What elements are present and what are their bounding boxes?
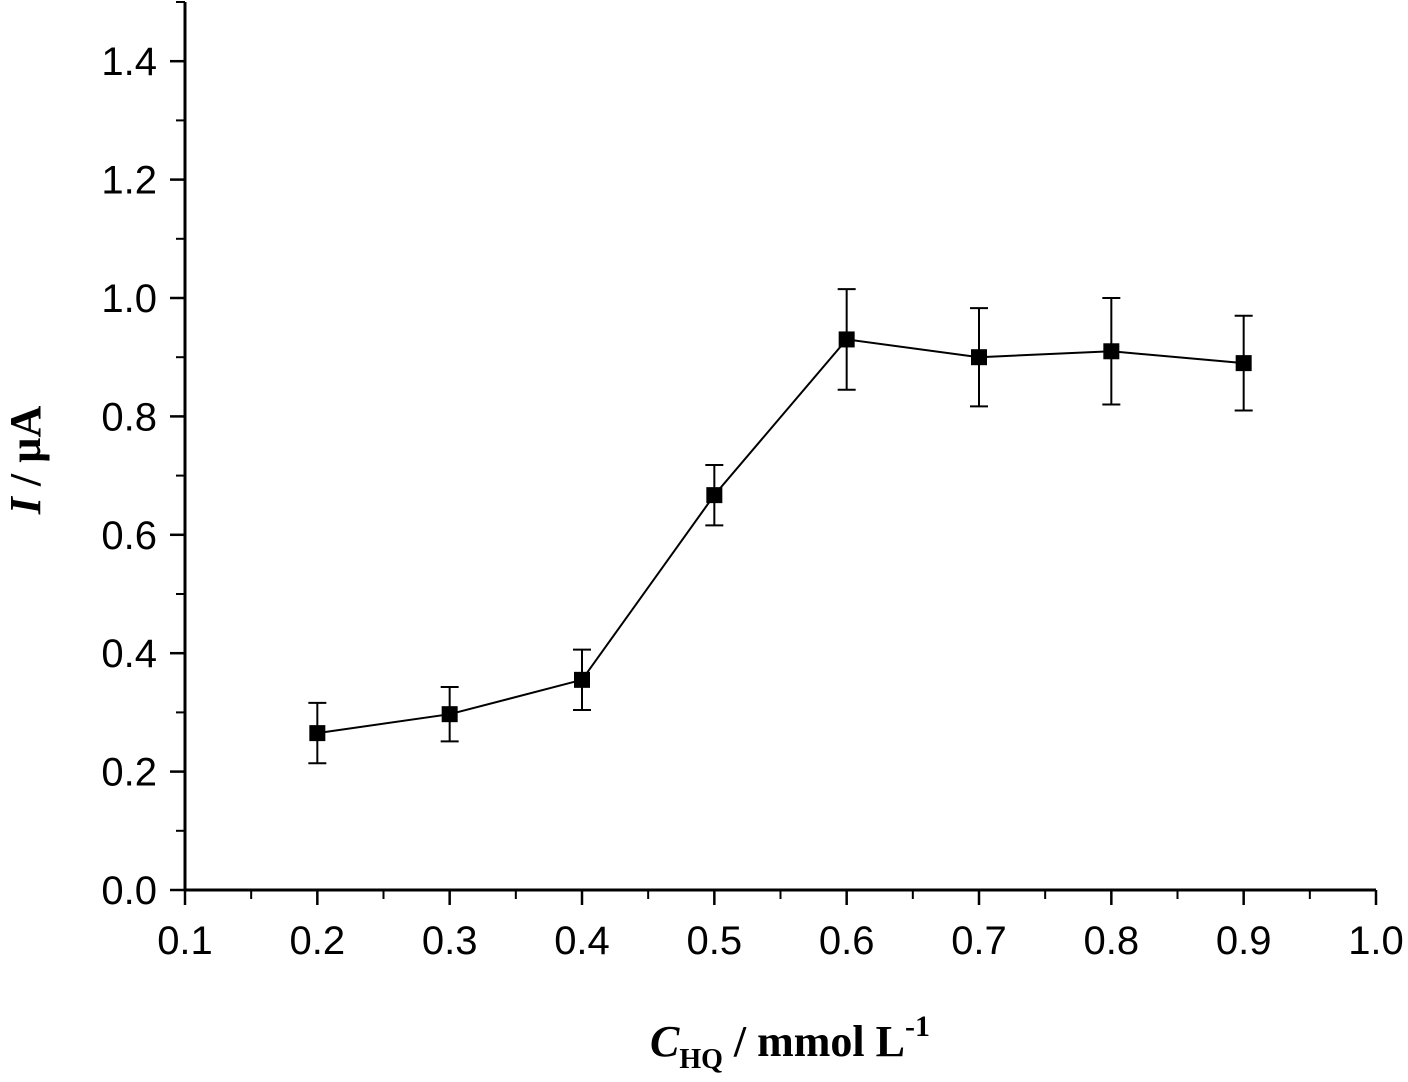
data-point [309, 725, 326, 742]
y-tick-label: 1.2 [101, 159, 157, 203]
y-tick-label: 0.4 [101, 632, 157, 676]
x-tick-label: 0.3 [422, 919, 478, 963]
x-tick-label: 0.7 [951, 919, 1007, 963]
data-point [706, 487, 723, 504]
y-axis-title: I / µA [1, 406, 50, 516]
data-point [838, 331, 855, 348]
data-point [574, 671, 590, 688]
x-tick-label: 1.0 [1348, 919, 1404, 963]
x-tick-label: 0.6 [819, 919, 875, 963]
y-tick-label: 0.0 [101, 869, 157, 913]
x-axis-title: CHQ / mmol L-1 [650, 1010, 930, 1075]
y-tick-label: 1.0 [101, 277, 157, 321]
x-tick-label: 0.2 [290, 919, 346, 963]
y-tick-label: 0.2 [101, 751, 157, 795]
x-tick-label: 0.4 [554, 919, 610, 963]
data-point [1103, 343, 1120, 360]
x-ticks: 0.1 0.2 0.3 0.4 0.5 0.6 0.7 0.8 0.9 1.0 [157, 890, 1404, 963]
data-point [971, 349, 987, 366]
x-tick-label: 0.8 [1084, 919, 1140, 963]
series-line [317, 338, 1244, 735]
y-tick-label: 0.6 [101, 514, 157, 558]
y-ticks: 0.0 0.2 0.4 0.6 0.8 1.0 1.2 1.4 [101, 1, 185, 913]
data-point [1235, 355, 1252, 372]
x-tick-label: 0.1 [157, 919, 213, 963]
data-point [441, 706, 458, 723]
y-tick-label: 0.8 [101, 395, 157, 439]
y-tick-label: 1.4 [101, 40, 157, 84]
series [308, 288, 1253, 765]
x-tick-label: 0.5 [687, 919, 743, 963]
axes [183, 2, 1376, 892]
x-tick-label: 0.9 [1216, 919, 1272, 963]
